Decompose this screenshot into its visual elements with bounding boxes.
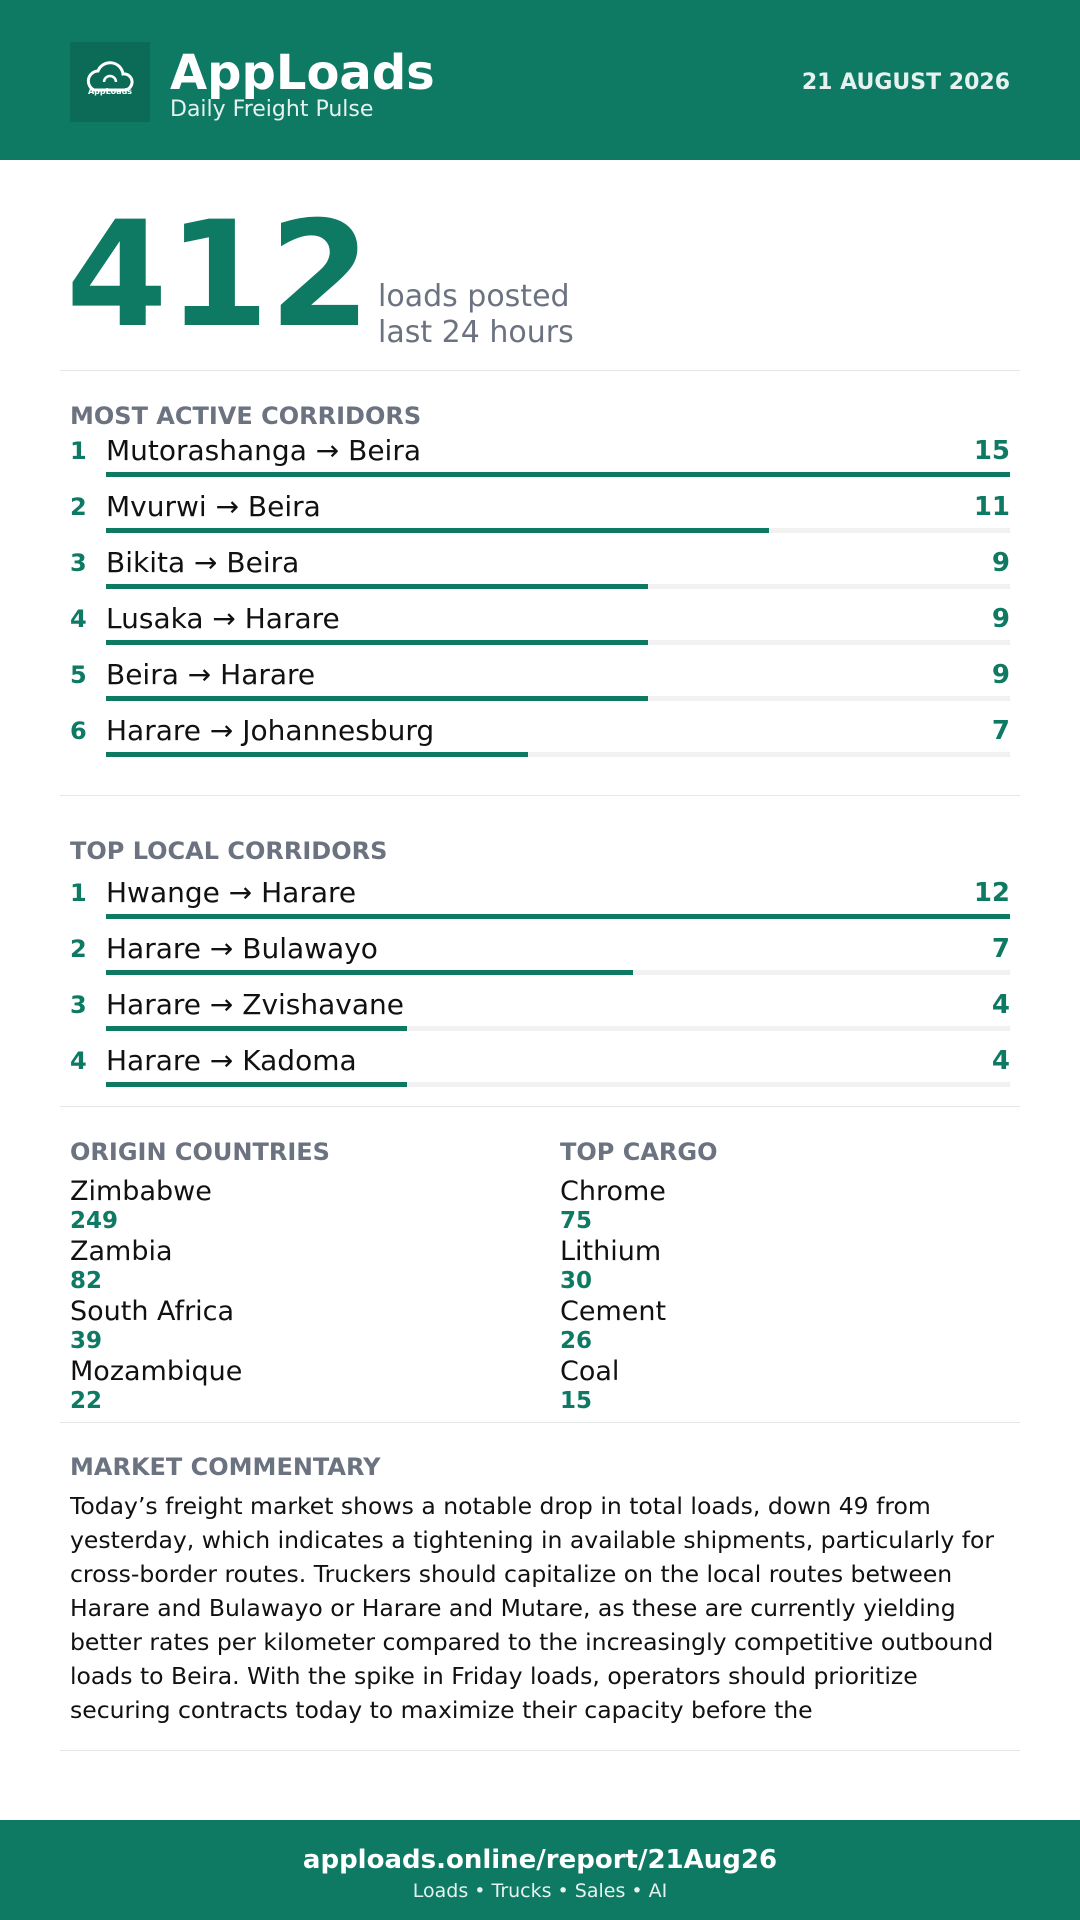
route: Lusaka → Harare	[106, 602, 340, 635]
rank: 4	[70, 1047, 87, 1075]
rank: 5	[70, 661, 87, 689]
bar	[106, 914, 1010, 919]
bar-track	[106, 752, 1010, 757]
bar	[106, 584, 649, 589]
route-loads: 15	[973, 436, 1010, 466]
item-name: South Africa	[70, 1296, 235, 1327]
route-loads: 7	[991, 716, 1010, 746]
item-loads: 39	[70, 1328, 103, 1354]
rank: 2	[70, 493, 87, 521]
rank: 1	[70, 437, 87, 465]
bar	[106, 696, 649, 701]
divider	[60, 1106, 1020, 1107]
item-name: Cement	[560, 1296, 667, 1327]
route-loads: 4	[991, 990, 1010, 1020]
route: Bikita → Beira	[106, 546, 300, 579]
headline-value: 412	[66, 190, 371, 360]
item-loads: 30	[560, 1268, 593, 1294]
route-loads: 9	[991, 660, 1010, 690]
bar	[106, 640, 649, 645]
item-name: Zimbabwe	[70, 1176, 212, 1207]
section-title: ORIGIN COUNTRIES	[70, 1138, 330, 1166]
commentary-text: Today’s freight market shows a notable d…	[70, 1492, 995, 1724]
footer-tagline: Loads • Trucks • Sales • AI	[412, 1880, 668, 1902]
item-loads: 75	[560, 1208, 593, 1234]
rank: 1	[70, 879, 87, 907]
bar-track	[106, 1026, 1010, 1031]
route: Beira → Harare	[106, 658, 316, 691]
bar	[106, 528, 769, 533]
item-loads: 249	[70, 1208, 119, 1234]
footer	[0, 1820, 1080, 1920]
item-loads: 15	[560, 1388, 593, 1414]
item-name: Mozambique	[70, 1356, 243, 1387]
bar-track	[106, 1082, 1010, 1087]
app-subtitle: Daily Freight Pulse	[170, 97, 374, 122]
route-loads: 4	[991, 1046, 1010, 1076]
route: Harare → Johannesburg	[106, 714, 435, 747]
route: Harare → Kadoma	[106, 1044, 357, 1077]
route: Harare → Bulawayo	[106, 932, 378, 965]
section-title: MOST ACTIVE CORRIDORS	[70, 402, 422, 430]
item-loads: 26	[560, 1328, 593, 1354]
bar	[106, 752, 528, 757]
rank: 6	[70, 717, 87, 745]
route: Hwange → Harare	[106, 876, 357, 909]
rank: 4	[70, 605, 87, 633]
logo-icon	[86, 61, 134, 92]
item-name: Lithium	[560, 1236, 662, 1267]
section-title: TOP CARGO	[560, 1138, 718, 1166]
logo-text: AppLoads	[87, 87, 133, 96]
route: Mutorashanga → Beira	[106, 434, 421, 467]
rank: 3	[70, 991, 87, 1019]
route-loads: 11	[973, 492, 1010, 522]
bar	[106, 1082, 408, 1087]
item-loads: 22	[70, 1388, 103, 1414]
divider	[60, 1422, 1020, 1423]
logo: AppLoads	[70, 42, 150, 122]
section-title: TOP LOCAL CORRIDORS	[70, 837, 388, 865]
divider	[60, 795, 1020, 796]
app-title: AppLoads	[170, 45, 435, 101]
route-loads: 12	[973, 878, 1010, 908]
headline-label: last 24 hours	[378, 315, 574, 350]
header	[0, 0, 1080, 160]
item-name: Chrome	[560, 1176, 666, 1207]
rank: 2	[70, 935, 87, 963]
route: Harare → Zvishavane	[106, 988, 404, 1021]
divider	[60, 370, 1020, 371]
route-loads: 9	[991, 548, 1010, 578]
bar	[106, 472, 1010, 477]
footer-url: apploads.online/report/21Aug26	[302, 1845, 778, 1875]
divider	[60, 1750, 1020, 1751]
route: Mvurwi → Beira	[106, 490, 321, 523]
bar	[106, 1026, 408, 1031]
item-loads: 82	[70, 1268, 103, 1294]
item-name: Zambia	[70, 1236, 173, 1267]
bar	[106, 970, 634, 975]
report-date: 21 AUGUST 2026	[801, 70, 1010, 95]
headline-label: loads posted	[378, 279, 570, 314]
item-name: Coal	[560, 1356, 620, 1387]
route-loads: 9	[991, 604, 1010, 634]
section-title: MARKET COMMENTARY	[70, 1453, 381, 1481]
rank: 3	[70, 549, 87, 577]
route-loads: 7	[991, 934, 1010, 964]
